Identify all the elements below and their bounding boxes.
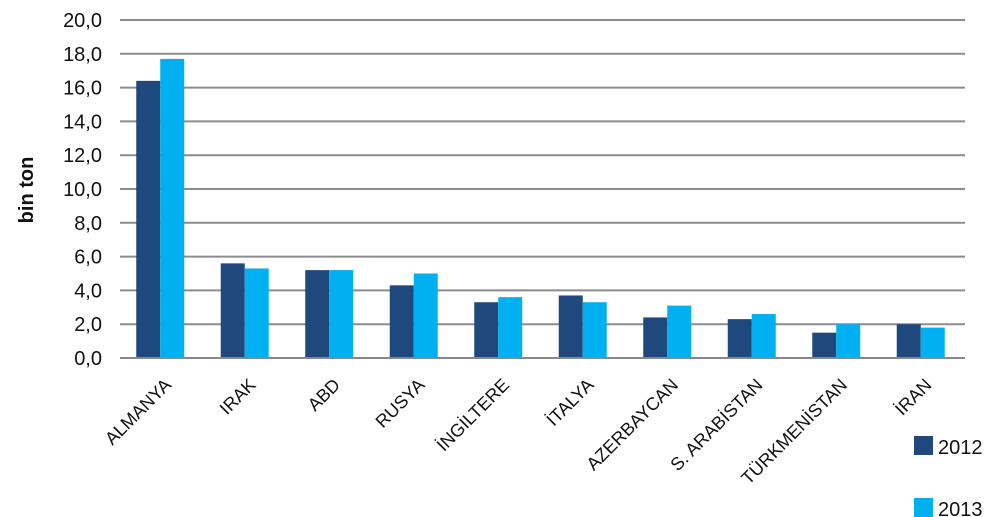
y-tick-label: 14,0 (63, 111, 102, 133)
bar-2013 (582, 302, 607, 358)
bar-2013 (498, 297, 523, 358)
x-tick-label: ABD (304, 375, 344, 415)
x-tick-label: RUSYA (372, 375, 429, 432)
bar-2013 (244, 268, 269, 358)
bar-2012 (558, 295, 583, 358)
y-tick-label: 12,0 (63, 145, 102, 167)
bar-2013 (413, 273, 438, 358)
y-tick-label: 2,0 (74, 314, 102, 336)
bar-2013 (751, 314, 776, 358)
bar-2013 (160, 58, 185, 359)
y-tick-label: 20,0 (63, 10, 102, 32)
x-tick-label: IRAK (216, 375, 260, 419)
y-tick-label: 6,0 (74, 247, 102, 269)
bar-2012 (727, 319, 752, 358)
bar-2012 (896, 324, 921, 358)
legend: 2012 2013 (914, 436, 983, 517)
y-tick-label: 8,0 (74, 213, 102, 235)
y-tick-label: 0,0 (74, 348, 102, 370)
bar-2012 (220, 263, 245, 358)
y-tick-label: 4,0 (74, 280, 102, 302)
x-tick-label: İTALYA (542, 375, 597, 430)
y-tick-label: 10,0 (63, 179, 102, 201)
y-tick-label: 16,0 (63, 78, 102, 100)
bars (136, 58, 945, 359)
bar-2013 (667, 305, 692, 358)
x-tick-label: İRAN (891, 375, 936, 420)
y-axis-label: bin ton (16, 157, 38, 224)
legend-swatch (914, 436, 933, 455)
bar-2012 (812, 332, 837, 358)
legend-label: 2012 (938, 437, 983, 459)
bar-2013 (836, 324, 861, 358)
legend-swatch (914, 498, 933, 517)
y-axis-ticks: 0,0 2,0 4,0 6,0 8,0 10,0 12,0 14,0 16,0 18,0 20,0 (63, 10, 102, 370)
bar-2013 (329, 270, 354, 358)
legend-label: 2013 (938, 499, 983, 517)
bar-2013 (920, 327, 945, 358)
y-tick-label: 18,0 (63, 44, 102, 66)
bar-2012 (136, 80, 161, 358)
bar-2012 (474, 302, 499, 358)
x-tick-label: ALMANYA (101, 375, 175, 449)
bar-2012 (643, 317, 668, 358)
category-labels: ALMANYA IRAK ABD RUSYA İNGİLTERE İTALYAAZERBA… (101, 375, 936, 489)
x-tick-label: İNGİLTERE (433, 375, 513, 455)
bar-2012 (389, 285, 414, 358)
bar-2012 (305, 270, 330, 358)
